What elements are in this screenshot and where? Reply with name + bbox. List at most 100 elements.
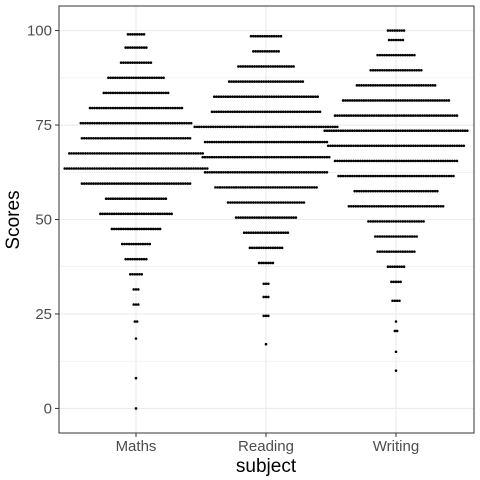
- data-dot: [410, 99, 414, 102]
- data-dot: [234, 125, 238, 129]
- data-dot: [377, 159, 381, 163]
- data-dot: [406, 53, 409, 57]
- data-dot: [120, 197, 124, 201]
- data-dot: [287, 186, 291, 189]
- data-dot: [394, 84, 398, 87]
- data-dot: [263, 155, 267, 159]
- data-dot: [128, 257, 132, 261]
- data-dot: [122, 136, 125, 140]
- data-dot: [124, 227, 127, 231]
- data-dot: [118, 197, 122, 201]
- data-dot: [336, 125, 339, 129]
- data-dot: [102, 152, 106, 155]
- x-tick-label: Maths: [116, 438, 157, 455]
- data-dot: [126, 46, 130, 49]
- data-dot: [433, 129, 437, 132]
- data-dot: [135, 320, 139, 323]
- data-dot: [446, 144, 450, 148]
- data-dot: [188, 182, 192, 185]
- data-dot: [372, 204, 376, 208]
- data-dot: [156, 227, 160, 231]
- data-dot: [353, 99, 356, 102]
- data-dot: [445, 174, 448, 178]
- data-dot: [158, 227, 162, 231]
- data-dot: [143, 106, 147, 110]
- data-dot: [443, 99, 446, 102]
- data-dot: [135, 136, 139, 140]
- data-dot: [137, 106, 140, 110]
- data-dot: [237, 65, 240, 68]
- data-dot: [378, 189, 382, 193]
- data-dot: [329, 144, 332, 148]
- data-dot: [368, 159, 371, 163]
- data-dot: [188, 136, 192, 140]
- data-dot: [316, 95, 320, 98]
- data-dot: [283, 65, 286, 68]
- data-dot: [161, 136, 164, 140]
- data-dot: [263, 34, 267, 38]
- data-dot: [252, 231, 255, 235]
- data-dot: [151, 212, 155, 216]
- data-dot: [246, 65, 249, 68]
- data-dot: [283, 186, 286, 189]
- data-dot: [446, 159, 450, 163]
- data-dot: [215, 95, 218, 98]
- data-dot: [239, 65, 242, 68]
- data-dot: [135, 257, 139, 261]
- data-dot: [109, 106, 112, 110]
- data-dot: [375, 204, 378, 208]
- data-dot: [288, 95, 292, 98]
- data-dot: [316, 140, 320, 144]
- data-dot: [411, 114, 415, 117]
- data-dot: [239, 216, 242, 219]
- data-dot: [364, 99, 368, 102]
- data-dot: [304, 140, 308, 144]
- data-dot: [369, 68, 373, 72]
- data-dot: [153, 197, 156, 201]
- data-dot: [331, 144, 335, 148]
- data-dot: [227, 80, 231, 83]
- data-dot: [253, 246, 256, 250]
- data-dot: [403, 235, 407, 238]
- data-dot: [252, 155, 255, 159]
- data-dot: [260, 186, 263, 189]
- data-dot: [130, 152, 133, 155]
- data-dot: [263, 140, 267, 144]
- data-dot: [422, 99, 425, 102]
- data-dot: [361, 144, 364, 148]
- data-dot: [198, 125, 201, 129]
- data-dot: [285, 65, 289, 68]
- data-dot: [242, 155, 246, 159]
- data-dot: [283, 80, 286, 83]
- data-dot: [409, 114, 413, 117]
- data-dot: [155, 167, 158, 170]
- data-dot: [230, 186, 233, 189]
- data-dot: [439, 204, 443, 208]
- data-dot: [409, 144, 413, 148]
- data-dot: [239, 186, 242, 189]
- data-dot: [318, 170, 322, 174]
- data-dot: [218, 125, 222, 129]
- data-dot: [292, 65, 295, 68]
- data-dot: [340, 144, 344, 148]
- data-dot: [287, 216, 291, 219]
- data-dot: [453, 114, 456, 117]
- data-dot: [331, 125, 335, 129]
- data-dot: [268, 155, 271, 159]
- data-dot: [206, 155, 209, 159]
- data-dot: [363, 114, 367, 117]
- data-dot: [383, 189, 386, 193]
- data-dot: [380, 129, 384, 132]
- data-dot: [164, 121, 168, 125]
- data-dot: [392, 99, 396, 102]
- data-dot: [364, 189, 368, 193]
- data-dot: [349, 144, 353, 148]
- data-dot: [142, 227, 146, 231]
- data-dot: [408, 68, 412, 72]
- data-dot: [423, 204, 427, 208]
- data-dot: [398, 144, 401, 148]
- data-dot: [124, 46, 127, 49]
- data-dot: [171, 152, 175, 155]
- data-dot: [318, 140, 322, 144]
- data-dot: [369, 129, 373, 132]
